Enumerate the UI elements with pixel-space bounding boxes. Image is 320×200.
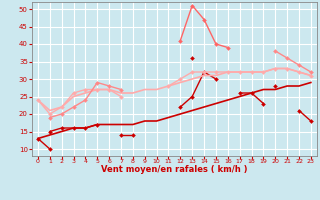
X-axis label: Vent moyen/en rafales ( km/h ): Vent moyen/en rafales ( km/h ) <box>101 165 248 174</box>
